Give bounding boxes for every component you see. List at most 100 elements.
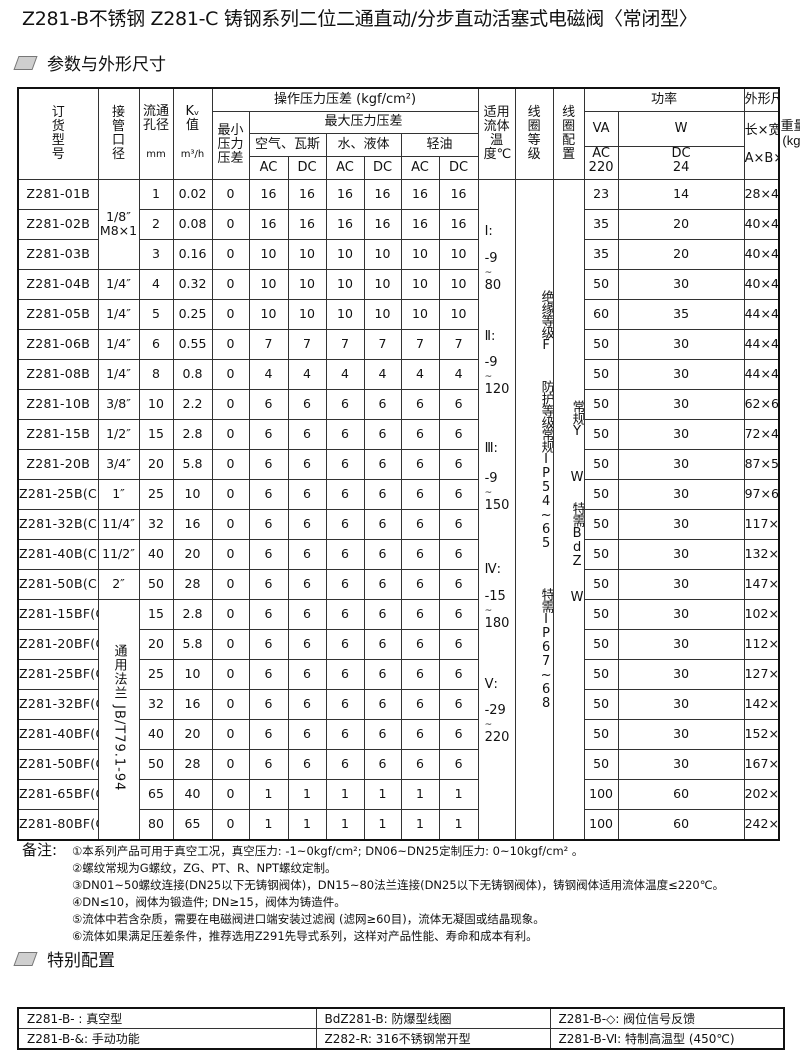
- remark-line: ⑤流体中若含杂质，需要在电磁阀进口端安装过滤阀 (滤网≥60目)，流体无凝固或结…: [72, 912, 545, 926]
- cell-water-ac: 6: [325, 478, 365, 510]
- cell-water-dc: 6: [363, 688, 402, 720]
- cell-air-dc: 6: [287, 658, 327, 690]
- cell-kv: 16: [172, 688, 213, 720]
- flange-standard-cell: 通用法兰 JB/T79.1-94: [97, 598, 140, 840]
- cell-kv: 0.08: [172, 208, 213, 240]
- coil-grade-line: 特需IP67~68: [538, 587, 554, 710]
- cell-water-ac: 1: [325, 778, 365, 810]
- cell-model: Z281-80BF(C): [17, 808, 99, 840]
- table-row: Z281-80BF(C)8065011111110060242×190×2622…: [17, 808, 780, 840]
- cell-dn: 2: [138, 208, 174, 240]
- cell-air-ac: 7: [248, 328, 289, 360]
- temp-sep: ~: [484, 371, 493, 382]
- cell-water-ac: 10: [325, 238, 365, 270]
- cell-oil-ac: 6: [400, 478, 440, 510]
- cell-oil-ac: 6: [400, 388, 440, 420]
- cell-air-dc: 16: [287, 178, 327, 210]
- coil-config-line: W: [569, 469, 585, 484]
- remark-line: ⑥流体如果满足压差条件，推荐选用Z291先导式系列，这样对产品性能、寿命和成本有…: [72, 929, 538, 943]
- cell-oil-ac: 10: [400, 298, 440, 330]
- header-dims-formula: 长×宽×高A×B×H: [743, 110, 780, 180]
- cell-dn: 8: [138, 358, 174, 390]
- cell-power-va: 50: [583, 388, 619, 420]
- cell-oil-dc: 6: [438, 658, 479, 690]
- cell-dims: 202×180×242: [743, 778, 780, 810]
- temp-min: -9: [484, 470, 498, 486]
- cell-dn: 25: [138, 478, 174, 510]
- cell-power-va: 50: [583, 418, 619, 450]
- cell-oil-dc: 10: [438, 298, 479, 330]
- cell-water-ac: 4: [325, 358, 365, 390]
- cell-power-va: 50: [583, 688, 619, 720]
- cell-air-dc: 6: [287, 448, 327, 480]
- cell-oil-dc: 7: [438, 328, 479, 360]
- cell-power-va: 50: [583, 328, 619, 360]
- cell-power-va: 50: [583, 538, 619, 570]
- cell-dn: 15: [138, 598, 174, 630]
- cell-water-dc: 6: [363, 598, 402, 630]
- cell-water-ac: 6: [325, 508, 365, 540]
- special-config-row: Z281-B- : 真空型 BdZ281-B: 防爆型线圈 Z281-B-◇: …: [17, 1007, 785, 1029]
- header-oil-ac: AC: [400, 156, 440, 180]
- cell-connector: 1/4″: [97, 358, 140, 390]
- cell-oil-dc: 1: [438, 808, 479, 840]
- cell-water-ac: 6: [325, 658, 365, 690]
- cell-power-w: 30: [617, 718, 745, 750]
- cell-kv: 0.16: [172, 238, 213, 270]
- cell-min-pressure: 0: [211, 238, 250, 270]
- section-marker-icon: [13, 55, 38, 70]
- cell-air-ac: 6: [248, 748, 289, 780]
- temp-min: -9: [484, 354, 498, 370]
- special-config-item: Z281-B- : 真空型: [17, 1007, 317, 1029]
- cell-dn: 40: [138, 538, 174, 570]
- cell-air-ac: 1: [248, 808, 289, 840]
- cell-power-va: 50: [583, 718, 619, 750]
- cell-air-dc: 6: [287, 568, 327, 600]
- cell-water-dc: 10: [363, 298, 402, 330]
- cell-water-ac: 6: [325, 598, 365, 630]
- cell-air-ac: 16: [248, 208, 289, 240]
- cell-model: Z281-05B: [17, 298, 99, 330]
- cell-min-pressure: 0: [211, 778, 250, 810]
- cell-min-pressure: 0: [211, 508, 250, 540]
- section-title: 特别配置: [47, 951, 115, 971]
- cell-dims: 102×95×142: [743, 598, 780, 630]
- cell-air-ac: 4: [248, 358, 289, 390]
- cell-water-dc: 16: [363, 208, 402, 240]
- cell-power-w: 60: [617, 808, 745, 840]
- remark-line: ④DN≤10，阀体为锻造件; DN≥15，阀体为铸造件。: [72, 895, 346, 909]
- temp-sep: ~: [484, 605, 493, 616]
- cell-water-ac: 6: [325, 568, 365, 600]
- table-row: Z281-15BF(C)通用法兰 JB/T79.1-94152.80666666…: [17, 598, 780, 840]
- cell-min-pressure: 0: [211, 418, 250, 450]
- table-row: Z281-32BF(C)321606666665030142×135×1625.…: [17, 688, 780, 720]
- temperature-cell: Ⅰ: -9 ~80 Ⅱ: -9 ~120 Ⅲ: -9 ~150 Ⅳ: -15 ~180 Ⅴ: -29 ~22…: [477, 178, 516, 840]
- cell-water-dc: 6: [363, 448, 402, 480]
- temp-cls: Ⅳ:: [484, 561, 501, 577]
- cell-water-ac: 16: [325, 178, 365, 210]
- cell-air-ac: 6: [248, 598, 289, 630]
- temp-sep: ~: [484, 487, 493, 498]
- cell-oil-ac: 1: [400, 808, 440, 840]
- cell-model: Z281-40B(C): [17, 538, 99, 570]
- special-config-table: Z281-B- : 真空型 BdZ281-B: 防爆型线圈 Z281-B-◇: …: [17, 1007, 785, 1050]
- remark-line: ③DN01~50螺纹连接(DN25以下无铸钢阀体)，DN15~80法兰连接(DN…: [72, 878, 725, 892]
- cell-oil-dc: 16: [438, 178, 479, 210]
- cell-min-pressure: 0: [211, 388, 250, 420]
- cell-oil-dc: 6: [438, 718, 479, 750]
- special-config-row: Z281-B-&: 手动功能 Z282-R: 316不锈钢常开型 Z281-B-…: [17, 1028, 785, 1050]
- cell-model: Z281-02B: [17, 208, 99, 240]
- cell-air-ac: 6: [248, 718, 289, 750]
- cell-power-w: 30: [617, 748, 745, 780]
- cell-power-w: 30: [617, 388, 745, 420]
- cell-kv: 65: [172, 808, 213, 840]
- cell-dn: 32: [138, 688, 174, 720]
- special-config-item: Z281-B-Ⅵ: 特制高温型 (450℃): [549, 1028, 785, 1050]
- cell-oil-dc: 6: [438, 448, 479, 480]
- cell-kv: 5.8: [172, 448, 213, 480]
- cell-oil-ac: 10: [400, 238, 440, 270]
- cell-oil-ac: 6: [400, 718, 440, 750]
- cell-dn: 20: [138, 628, 174, 660]
